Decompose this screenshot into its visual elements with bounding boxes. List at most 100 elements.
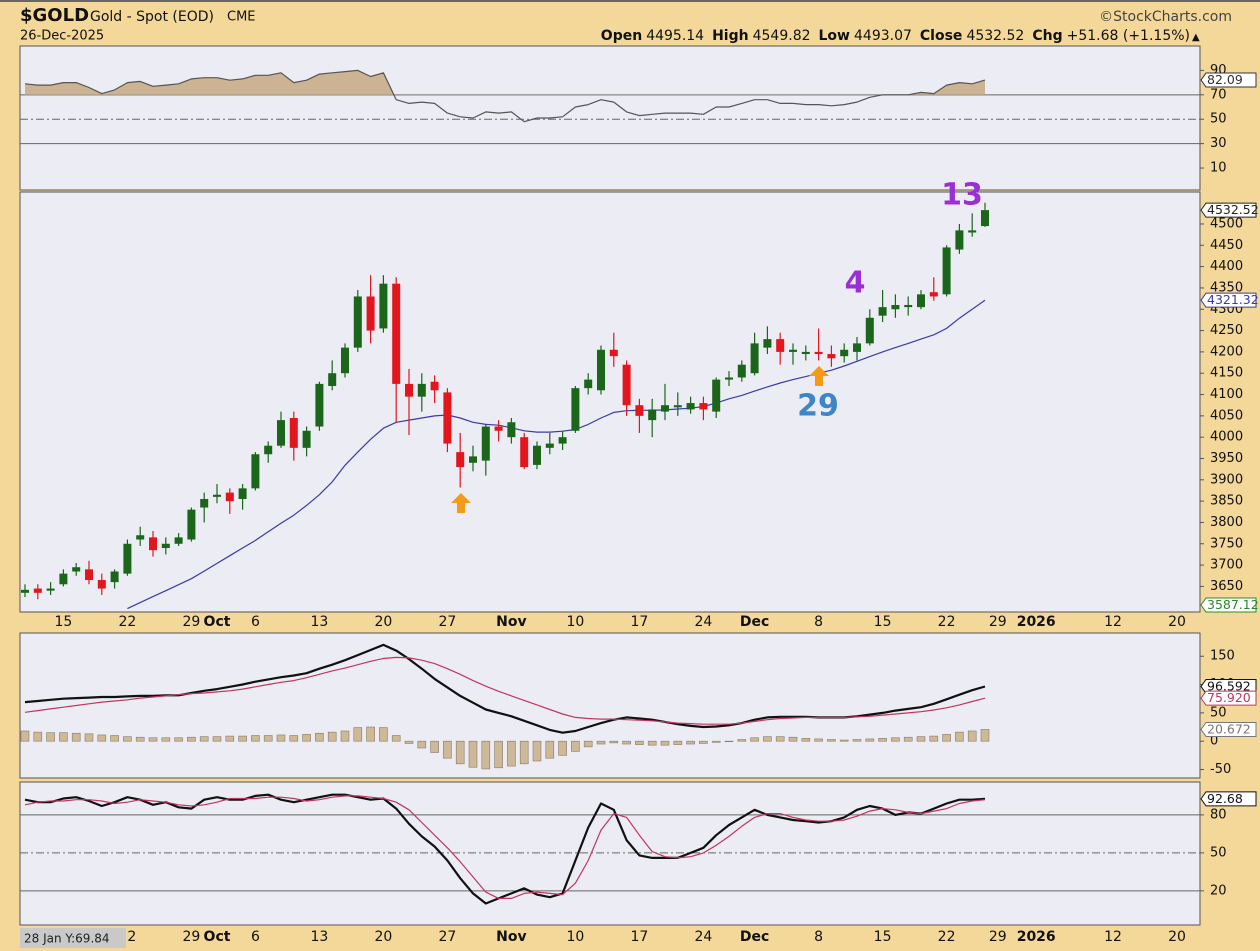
candle-body xyxy=(699,403,708,410)
plot-area xyxy=(19,781,1201,926)
histogram-bar xyxy=(519,740,529,765)
x-tick-label: 15 xyxy=(874,614,892,630)
histogram-bar xyxy=(123,736,132,742)
candle-body xyxy=(981,210,989,227)
histogram-bar xyxy=(430,740,439,753)
x-tick-label: 22 xyxy=(938,929,956,945)
histogram-bar xyxy=(801,738,811,742)
histogram-bar xyxy=(507,740,516,767)
candle-body xyxy=(686,403,695,410)
candle-body xyxy=(213,494,221,497)
candle-body xyxy=(302,430,311,448)
candle-body xyxy=(149,537,157,551)
signal-arrow xyxy=(451,493,471,513)
candle-body xyxy=(161,543,170,549)
histogram-bar xyxy=(110,735,119,742)
x-tick-label: 27 xyxy=(438,929,456,945)
histogram-bar xyxy=(33,731,43,742)
histogram-bar xyxy=(647,740,657,746)
y-tick-label: 4200 xyxy=(1210,344,1243,359)
histogram-bar xyxy=(673,740,683,745)
histogram-bar xyxy=(839,739,849,742)
candle-body xyxy=(379,283,388,329)
x-tick-label: 22 xyxy=(118,614,136,630)
candle-body xyxy=(85,569,93,581)
quote: Open 4495.14 High 4549.82 Low 4493.07 Close 453… xyxy=(601,28,1190,44)
candle-body xyxy=(187,509,196,540)
histogram-bar xyxy=(583,740,593,748)
candle-body xyxy=(520,437,529,468)
candle-body xyxy=(609,349,618,357)
y-tick-label: 4500 xyxy=(1210,216,1243,231)
y-tick-label: 50 xyxy=(1210,705,1227,720)
histogram-bar xyxy=(711,740,721,743)
cursor-readout-box xyxy=(20,928,126,948)
change-arrow: ▲ xyxy=(1192,32,1200,43)
histogram-bar xyxy=(609,740,619,744)
histogram-bar xyxy=(404,740,414,744)
quote-label: Low xyxy=(819,28,851,44)
x-tick-label: 29 xyxy=(182,614,200,630)
x-tick-label: 2026 xyxy=(1017,929,1056,945)
y-tick-label: 3650 xyxy=(1210,579,1243,594)
candle-body xyxy=(827,354,836,359)
histogram-bar xyxy=(571,740,580,752)
candle-body xyxy=(942,247,951,295)
y-tick-label: 3750 xyxy=(1210,536,1243,551)
histogram-bar xyxy=(558,740,567,756)
x-tick-label: 10 xyxy=(566,614,584,630)
candle-body xyxy=(341,347,349,374)
candle-body xyxy=(264,445,273,455)
histogram-bar xyxy=(366,726,375,742)
candle-body xyxy=(46,588,55,591)
histogram-bar xyxy=(481,740,491,770)
candle-body xyxy=(417,383,426,397)
candle-body xyxy=(865,317,874,344)
x-tick-label: Nov xyxy=(496,614,526,630)
candle-body xyxy=(763,339,772,348)
candle-body xyxy=(840,349,849,357)
histogram-bar xyxy=(865,738,875,742)
candle-body xyxy=(584,379,593,389)
quote-value: 4495.14 xyxy=(646,28,704,44)
x-tick-label: 17 xyxy=(630,614,648,630)
histogram-bar xyxy=(97,734,107,742)
histogram-bar xyxy=(955,731,964,742)
histogram-bar xyxy=(903,736,913,742)
annotation: 29 xyxy=(797,389,839,424)
source: ©StockCharts.com xyxy=(1099,9,1232,25)
x-tick-label: 8 xyxy=(814,929,823,945)
x-tick-label: Oct xyxy=(204,614,231,630)
histogram-bar xyxy=(391,735,401,742)
annotation: 13 xyxy=(941,178,983,213)
histogram-bar xyxy=(212,736,222,742)
histogram-bar xyxy=(71,732,81,742)
y-tick-label: 4100 xyxy=(1210,387,1243,402)
x-tick-label: 13 xyxy=(310,614,328,630)
x-tick-label: 20 xyxy=(1168,614,1186,630)
series-line xyxy=(24,793,986,905)
value-flag xyxy=(1200,202,1257,218)
value-flag xyxy=(1200,791,1257,807)
candle-body xyxy=(328,373,337,387)
x-tick-label: 15 xyxy=(874,929,892,945)
histogram-bar xyxy=(532,740,542,762)
histogram-bar xyxy=(443,740,452,759)
histogram-bar xyxy=(59,732,68,742)
candle-body xyxy=(443,392,452,444)
histogram-bar xyxy=(135,736,145,742)
x-tick-label: 29 xyxy=(989,929,1007,945)
y-tick-label: 4450 xyxy=(1210,238,1243,253)
histogram-bar xyxy=(878,738,887,742)
candle-body xyxy=(366,296,375,331)
y-tick-label: 50 xyxy=(1210,845,1227,860)
histogram-bar xyxy=(622,740,631,745)
candle-body xyxy=(917,294,925,308)
candle-body xyxy=(776,339,785,352)
candle-body xyxy=(225,492,234,502)
histogram-bar xyxy=(174,737,183,742)
histogram-bar xyxy=(148,737,158,742)
x-tick-label: 12 xyxy=(1104,929,1122,945)
y-tick-label: 80 xyxy=(1210,807,1227,822)
histogram-bar xyxy=(455,740,465,765)
